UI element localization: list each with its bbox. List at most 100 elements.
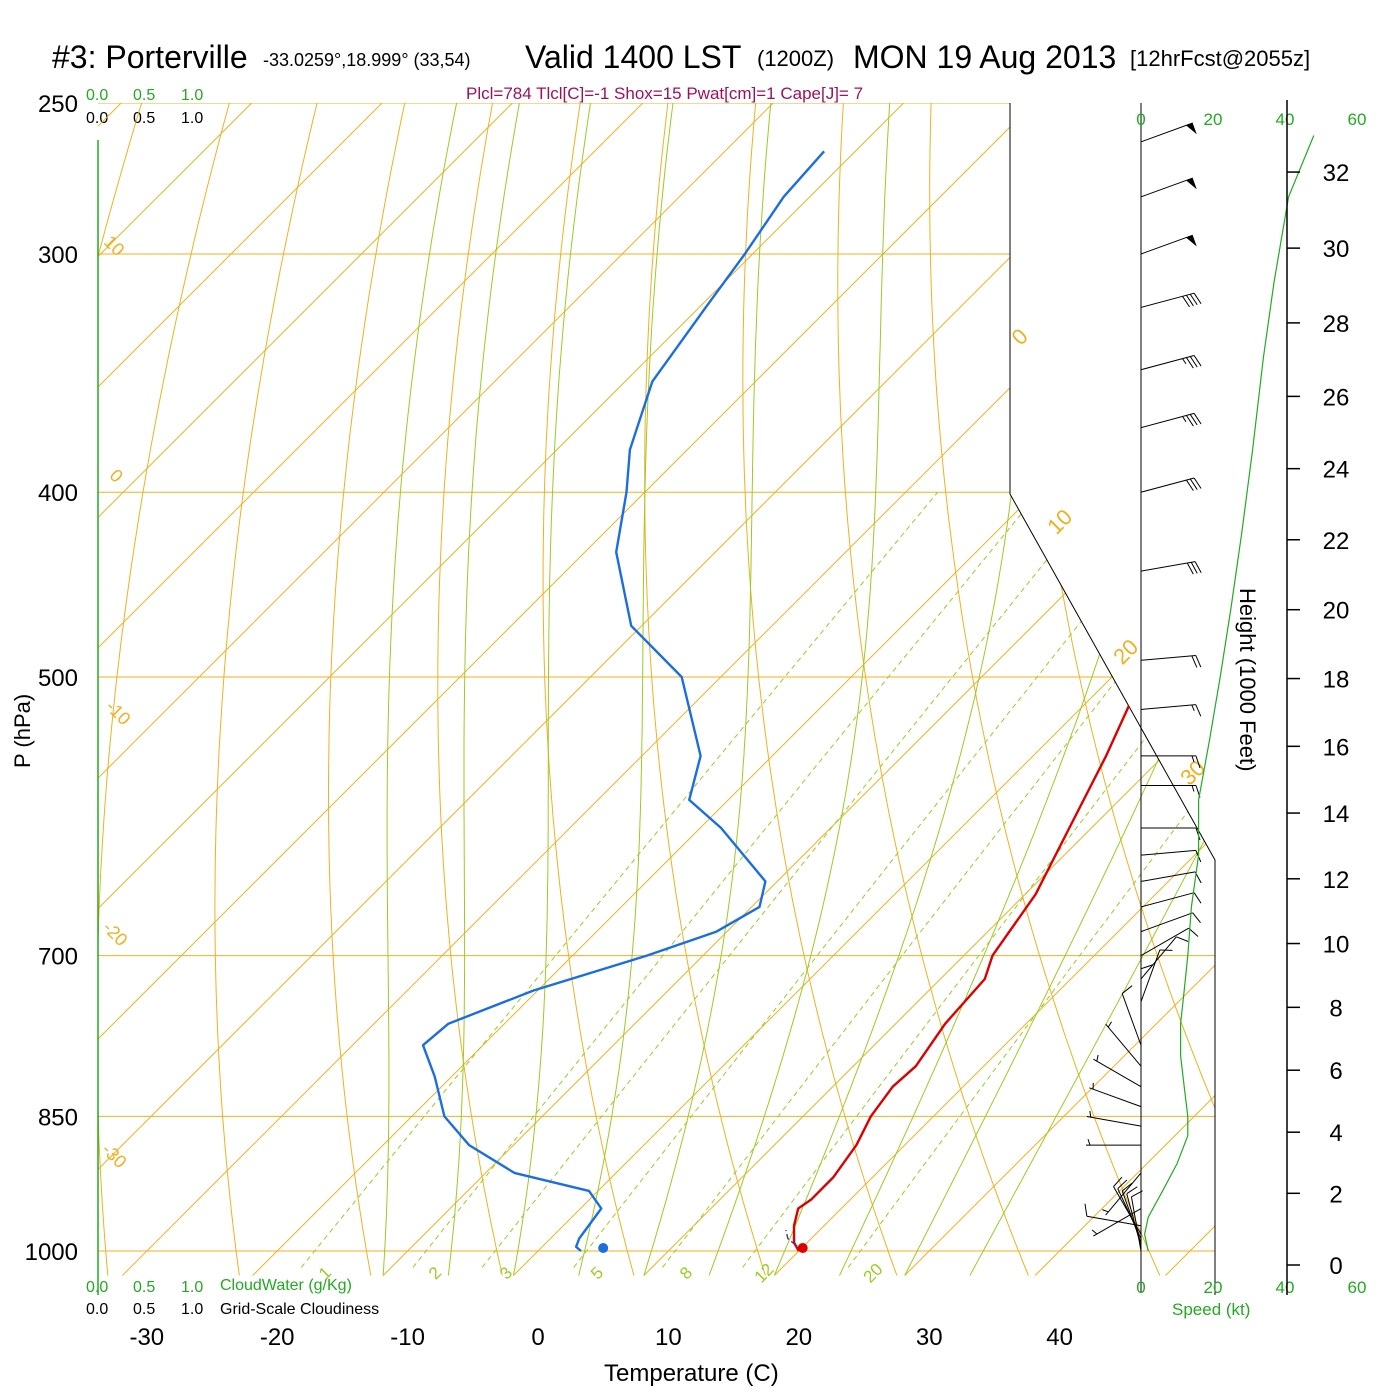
barb-staff [1140,234,1193,255]
isotherm-line [98,103,1052,1276]
height-tick-label: 28 [1323,311,1350,338]
barb-staff [1140,654,1196,661]
dry-adiabat-label: -10 [102,696,135,729]
barb-flag [1185,294,1194,307]
wind-barb [1140,561,1202,575]
barb-pennant [1186,178,1197,190]
dry-adiabat [929,103,1161,1276]
isotherm-line [773,103,1215,1276]
wind-barb [1086,1138,1141,1146]
mixing-ratio-label: 2 [425,1263,445,1283]
wind-barb [1140,892,1202,908]
dry-adiabat [837,103,1029,1276]
wind-barb [1121,985,1142,1046]
speed-line [1143,135,1315,1252]
barb-staff [1121,993,1142,1046]
isotherm-line [382,103,1215,1276]
barb-staff [1140,849,1196,856]
dry-adiabat [437,103,503,1276]
height-tick-label: 20 [1323,598,1350,625]
barb-flag [1195,655,1202,668]
barb-staff [1140,177,1193,198]
pressure-tick-label: 850 [38,1104,78,1131]
cloudwater-scale-bottom: 0.0 0.5 1.0 CloudWater (g/Kg) 0.0 0.5 1.… [86,1277,379,1318]
speed-tick-top: 0 [1136,110,1145,129]
height-tick-label: 6 [1329,1058,1342,1085]
speed-profile [1143,135,1315,1252]
pressure-tick-label: 500 [38,665,78,692]
barb-flag [1194,561,1202,573]
cl-top-tick-0: 0.0 [86,110,108,127]
dry-adiabat [1192,103,1215,1276]
wind-barb [1140,122,1197,143]
wind-barb [1086,1110,1142,1127]
height-tick-label: 32 [1323,160,1350,187]
barb-staff [1093,1208,1142,1237]
wind-barb [1102,1172,1142,1216]
barb-staff [1140,292,1195,308]
parcel-trace [785,1229,804,1252]
mixing-ratio-line [847,491,1215,1268]
barb-staff [1140,561,1196,572]
barb-flag [1185,415,1194,427]
dry-adiabat-label: 0 [106,465,127,486]
moist-adiabat [969,103,1215,1276]
temperature-tick-label: -30 [129,1324,164,1351]
dry-adiabat [542,103,635,1276]
mixing-ratio-line [742,491,1215,1268]
cw-top-tick-0: 0.0 [86,87,108,104]
cw-top-tick-1: 0.5 [133,87,155,104]
mixing-ratio-line [662,491,1215,1268]
barb-staff [1140,412,1195,429]
barb-staff [1105,1023,1142,1067]
isotherm-line [98,103,530,1276]
moist-adiabat [773,103,1037,1276]
barb-flag [1193,477,1202,489]
wind-barb [1084,1203,1142,1227]
barb-staff [1140,936,1177,980]
barb-half-flag [1182,358,1187,365]
speed-tick-top: 20 [1204,110,1223,129]
pressure-tick-label: 300 [38,242,78,269]
barb-pennant [1186,123,1197,135]
wind-barb [1091,1208,1142,1237]
wind-barb [1126,1186,1142,1247]
cw-top-tick-2: 1.0 [181,87,203,104]
barb-flag [1185,479,1194,491]
profiles [421,150,1215,1253]
wind-barb [1113,1176,1142,1235]
temperature-tick-label: 20 [785,1324,812,1351]
surface-dewpoint-dot [598,1243,609,1253]
dry-adiabat [214,103,322,1276]
cl-bot-tick-1: 0.5 [133,1301,155,1318]
barb-staff [1140,892,1195,908]
barb-staff [1140,927,1189,957]
cw-bot-tick-2: 1.0 [181,1279,203,1296]
speed-tick-bottom: 40 [1276,1278,1295,1297]
barb-staff [1140,912,1193,933]
isotherm-line [121,103,1215,1276]
barb-half-flag [1191,785,1195,792]
wind-barb [1089,1082,1142,1108]
isotherm-line [1165,103,1215,1276]
height-tick-label: 12 [1323,867,1350,894]
speed-tick-top: 40 [1276,110,1295,129]
barb-staff [1140,704,1196,710]
isotherm-label: 20 [1108,634,1143,669]
temperature-tick-label: 30 [916,1324,943,1351]
isotherm-line [252,103,1215,1276]
mixing-ratio-label: 12 [751,1260,778,1287]
cl-top-tick-2: 1.0 [181,110,203,127]
barb-half-flag [1102,1209,1109,1213]
moist-adiabat [382,103,461,1276]
height-tick-label: 10 [1323,932,1350,959]
wind-barb [1093,1054,1142,1088]
barb-half-flag [1087,1138,1091,1146]
temperature-tick-label: 10 [655,1324,682,1351]
surface-temperature-dot [797,1243,808,1253]
pressure-axis: 250 300 400 500 700 850 1000 [25,91,78,1266]
height-tick-label: 4 [1329,1120,1342,1147]
pressure-tick-label: 250 [38,91,78,118]
wind-barb [1140,704,1202,717]
